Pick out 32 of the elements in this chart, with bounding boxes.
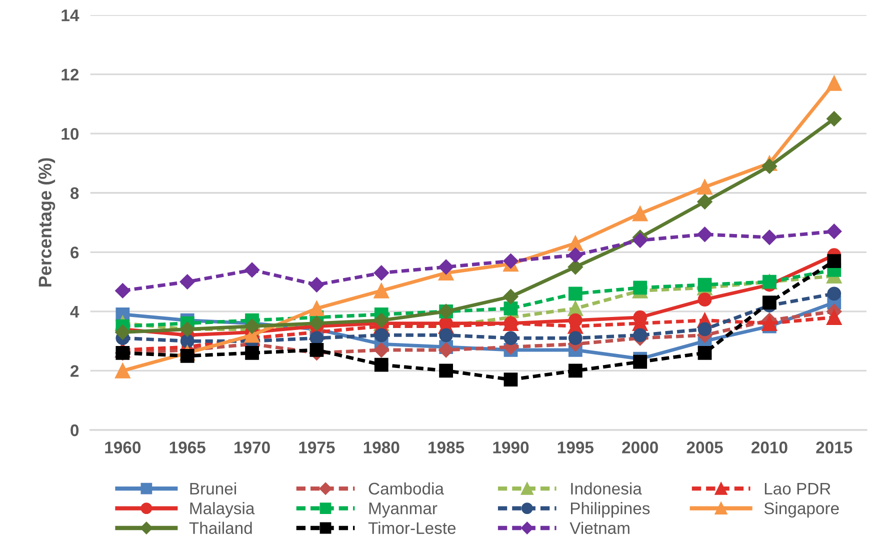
- x-tick-label: 1980: [364, 442, 400, 454]
- x-tick-label: 1995: [558, 442, 594, 454]
- y-tick-label: 12: [62, 68, 79, 80]
- y-tick-label: 0: [70, 424, 79, 436]
- legend-label: Indonesia: [571, 482, 642, 495]
- legend-label: Philippines: [570, 502, 650, 518]
- y-tick-label: 10: [62, 128, 79, 140]
- y-tick-label: 2: [70, 365, 79, 377]
- x-tick-label: 1960: [105, 442, 141, 454]
- x-tick-label: 1975: [299, 442, 335, 454]
- x-tick-label: 1985: [428, 442, 464, 454]
- x-tick-label: 2010: [752, 442, 788, 454]
- legend-label: Lao PDR: [764, 482, 830, 495]
- x-tick-label: 2005: [686, 442, 723, 454]
- legend-label: Malaysia: [190, 502, 255, 518]
- legend-label: Vietnam: [570, 522, 630, 534]
- y-tick-label: 4: [70, 306, 80, 318]
- x-tick-label: 1970: [234, 442, 270, 454]
- x-tick-label: 1990: [493, 442, 529, 454]
- y-tick-label: 14: [62, 10, 80, 22]
- y-tick-label: 8: [70, 187, 79, 200]
- legend-label: Thailand: [189, 522, 252, 534]
- x-tick-label: 1965: [170, 442, 206, 454]
- x-tick-label: 2015: [816, 442, 852, 454]
- legend-label: Brunei: [190, 482, 236, 495]
- y-tick-label: 6: [70, 246, 79, 258]
- legend-label: Cambodia: [368, 482, 444, 495]
- legend-label: Timor-Leste: [368, 522, 456, 534]
- y-axis-title: Percentage (%): [38, 158, 56, 287]
- legend-label: Singapore: [764, 502, 839, 518]
- legend-label: Myanmar: [369, 502, 438, 518]
- x-tick-label: 2000: [622, 442, 658, 454]
